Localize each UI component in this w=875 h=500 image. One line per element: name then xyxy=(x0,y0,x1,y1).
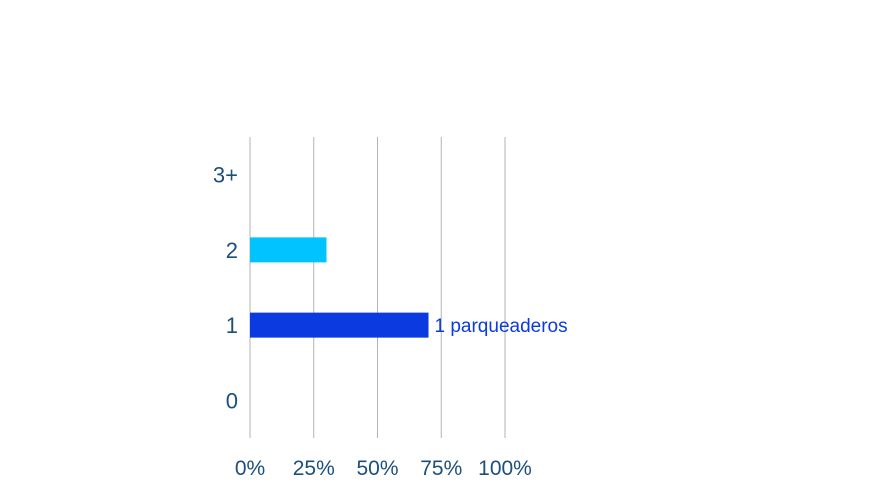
category-label: 0 xyxy=(226,388,238,413)
category-label: 2 xyxy=(226,238,238,263)
x-tick-label: 75% xyxy=(420,457,462,480)
x-tick-label: 0% xyxy=(235,457,265,480)
data-label: 1 parqueaderos xyxy=(435,316,568,337)
bars xyxy=(250,237,429,338)
bar-2 xyxy=(250,237,327,263)
category-labels: 3+ 2 1 0 xyxy=(213,163,238,414)
x-tick-label: 25% xyxy=(293,457,335,480)
gridlines xyxy=(249,137,506,438)
data-labels: 1 parqueaderos xyxy=(435,316,568,337)
x-tick-label: 100% xyxy=(478,457,532,480)
category-label: 3+ xyxy=(213,163,238,188)
x-tick-labels: 0% 25% 50% 75% 100% xyxy=(235,457,532,480)
x-tick-label: 50% xyxy=(356,457,398,480)
category-label: 1 xyxy=(226,313,238,338)
bar-1 xyxy=(250,312,429,338)
